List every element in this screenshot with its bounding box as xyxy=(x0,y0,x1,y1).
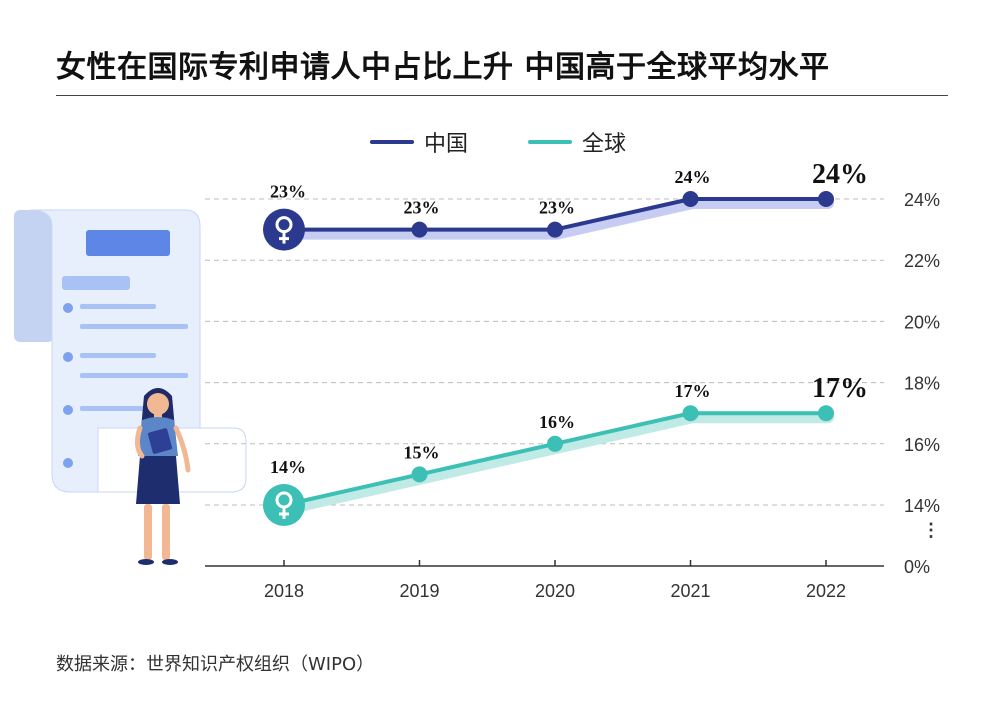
legend-label-china: 中国 xyxy=(424,132,469,157)
data-label-global-2019: 15% xyxy=(404,442,440,462)
data-label-china-2019: 23% xyxy=(404,198,440,218)
data-label-china-2022: 24% xyxy=(812,159,868,190)
data-label-china-2021: 24% xyxy=(675,167,711,187)
y-tick-label-18: 18% xyxy=(904,374,940,394)
x-tick-label-2020: 2020 xyxy=(535,581,575,601)
x-tick-label-2018: 2018 xyxy=(264,581,304,601)
y-tick-label-24: 24% xyxy=(904,190,940,210)
series-marker-global-2020 xyxy=(547,435,563,452)
y-tick-label-20: 20% xyxy=(904,312,940,332)
series-marker-china-2019 xyxy=(411,221,428,238)
data-label-global-2021: 17% xyxy=(675,381,711,401)
legend-item-global: 全球 xyxy=(528,126,626,158)
x-tick-label-2021: 2021 xyxy=(670,581,710,601)
series-marker-china-2018 xyxy=(263,208,305,251)
data-label-china-2020: 23% xyxy=(539,198,575,218)
data-label-china-2018: 23% xyxy=(270,182,306,202)
data-label-global-2022: 17% xyxy=(812,373,868,404)
series-marker-global-2019 xyxy=(411,466,428,483)
legend-item-china: 中国 xyxy=(370,126,468,158)
chart-title: 女性在国际专利申请人中占比上升 中国高于全球平均水平 xyxy=(56,50,830,85)
x-tick-label-2022: 2022 xyxy=(806,581,846,601)
axis-break-mark: ⋮ xyxy=(922,520,940,540)
document-illustration xyxy=(14,209,247,493)
legend-label-global: 全球 xyxy=(582,132,627,157)
series-marker-china-2020 xyxy=(547,221,563,238)
series-marker-global-2018 xyxy=(263,484,305,526)
y-tick-label-0: 0% xyxy=(904,557,930,577)
y-tick-label-22: 22% xyxy=(904,251,940,271)
legend-swatch-global xyxy=(528,140,573,144)
legend: 中国 全球 xyxy=(370,126,626,158)
data-label-global-2020: 16% xyxy=(539,412,575,432)
plot-area: 24% 22% 20% 18% 16% 14% 0% ⋮ 2018 2019 2020 2021 202… xyxy=(205,159,940,601)
x-tick-label-2019: 2019 xyxy=(399,581,439,601)
legend-swatch-china xyxy=(370,140,414,144)
title-divider xyxy=(56,95,948,96)
y-tick-label-16: 16% xyxy=(904,435,940,455)
series-marker-global-2021 xyxy=(682,405,699,422)
y-tick-label-14: 14% xyxy=(904,496,940,516)
data-label-global-2018: 14% xyxy=(270,457,306,477)
woman-illustration xyxy=(134,388,191,565)
series-marker-global-2022 xyxy=(818,405,834,422)
series-marker-china-2021 xyxy=(682,191,699,207)
source-note: 数据来源：世界知识产权组织（WIPO） xyxy=(56,654,375,675)
series-marker-china-2022 xyxy=(818,191,834,207)
